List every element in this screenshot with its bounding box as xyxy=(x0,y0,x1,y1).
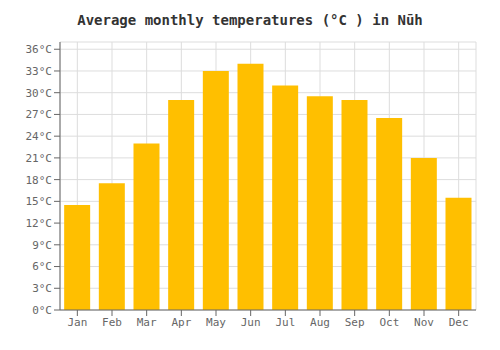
svg-text:Dec: Dec xyxy=(449,316,469,329)
svg-text:May: May xyxy=(206,316,226,329)
svg-text:36°C: 36°C xyxy=(26,43,53,56)
svg-text:9°C: 9°C xyxy=(32,239,52,252)
svg-text:12°C: 12°C xyxy=(26,217,53,230)
svg-text:6°C: 6°C xyxy=(32,260,52,273)
svg-text:30°C: 30°C xyxy=(26,87,53,100)
svg-text:Aug: Aug xyxy=(310,316,330,329)
svg-text:Sep: Sep xyxy=(345,316,365,329)
svg-text:Mar: Mar xyxy=(137,316,157,329)
svg-text:15°C: 15°C xyxy=(26,195,53,208)
svg-text:27°C: 27°C xyxy=(26,108,53,121)
svg-text:18°C: 18°C xyxy=(26,174,53,187)
svg-text:Jan: Jan xyxy=(67,316,87,329)
svg-text:Feb: Feb xyxy=(102,316,122,329)
svg-text:Jun: Jun xyxy=(241,316,261,329)
svg-text:Oct: Oct xyxy=(379,316,399,329)
svg-text:Apr: Apr xyxy=(171,316,191,329)
svg-text:0°C: 0°C xyxy=(32,304,52,317)
svg-text:3°C: 3°C xyxy=(32,282,52,295)
svg-text:33°C: 33°C xyxy=(26,65,53,78)
svg-text:Jul: Jul xyxy=(275,316,295,329)
svg-text:24°C: 24°C xyxy=(26,130,53,143)
svg-text:Nov: Nov xyxy=(414,316,434,329)
html-text:Average monthly temperatures (: Average monthly temperatures (°C ) in Nū… xyxy=(77,12,423,28)
svg-text:21°C: 21°C xyxy=(26,152,53,165)
